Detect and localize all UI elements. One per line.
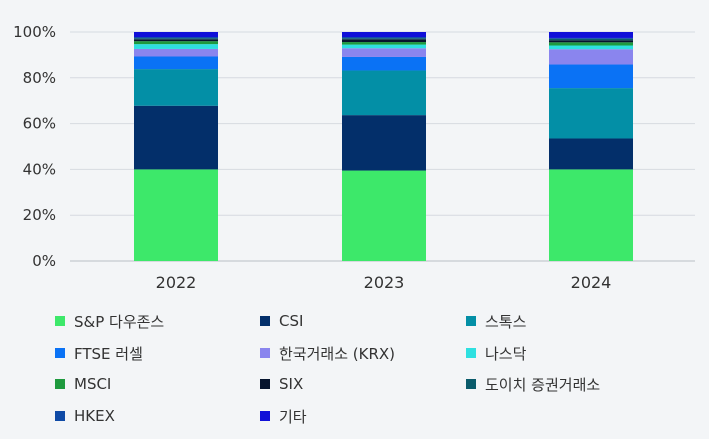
y-axis-tick-labels: 0% 20% 40% 60% 80% 100% [13, 23, 56, 270]
bar-segment [134, 56, 218, 70]
bar-segment [134, 41, 218, 45]
bar-segment [134, 32, 218, 38]
bar-segment [549, 37, 633, 39]
bar-stack-2023 [342, 32, 426, 261]
x-tick-label: 2024 [571, 273, 612, 292]
x-tick-label: 2022 [156, 273, 197, 292]
legend-label: S&P 다우존스 [74, 312, 165, 331]
y-tick-label: 100% [13, 23, 56, 41]
bar-segment [549, 64, 633, 89]
bar-segment [134, 169, 218, 261]
legend-swatch [55, 348, 65, 358]
legend-label: 기타 [279, 407, 307, 426]
bar-segment [342, 38, 426, 40]
bar-segment [134, 105, 218, 170]
bar-stack-2024 [549, 32, 633, 261]
legend-label: FTSE 러셀 [74, 344, 143, 363]
bar-segment [549, 32, 633, 38]
bar-segment [342, 32, 426, 38]
bar-segment [342, 44, 426, 49]
bar-segment [342, 42, 426, 45]
legend-label: HKEX [74, 407, 115, 425]
legend-item: FTSE 러셀 [55, 343, 143, 363]
bar-segment [134, 38, 218, 40]
legend-item: 도이치 증권거래소 [466, 374, 600, 394]
bar-segment [342, 170, 426, 261]
bar-stack-2022 [134, 32, 218, 261]
bar-segment [342, 115, 426, 171]
bar-segment [342, 39, 426, 43]
bar-segment [342, 37, 426, 39]
bar-segment [549, 49, 633, 65]
legend-label: 나스닥 [485, 344, 527, 363]
bar-segment [134, 39, 218, 42]
legend-swatch [260, 348, 270, 358]
legend-item: CSI [260, 311, 303, 331]
legend-label: CSI [279, 312, 304, 330]
legend-swatch [466, 348, 476, 358]
bar-segment [134, 44, 218, 49]
legend-label: 한국거래소 (KRX) [279, 344, 396, 363]
bar-segment [549, 88, 633, 139]
bar-segment [134, 48, 218, 57]
y-tick-label: 60% [23, 115, 56, 133]
legend-item: HKEX [55, 406, 115, 426]
legend-item: 스톡스 [466, 311, 526, 331]
bar-segment [342, 48, 426, 57]
legend-swatch [55, 316, 65, 326]
bar-segment [549, 45, 633, 50]
legend-swatch [260, 411, 270, 421]
legend-swatch [260, 379, 270, 389]
bar-segment [549, 38, 633, 41]
legend-label: 도이치 증권거래소 [485, 375, 601, 394]
bar-segment [549, 169, 633, 261]
legend-label: SIX [279, 375, 304, 393]
legend-item: SIX [260, 374, 303, 394]
bar-segment [549, 138, 633, 170]
bar-segment [342, 70, 426, 116]
legend-swatch [260, 316, 270, 326]
legend-item: S&P 다우존스 [55, 311, 164, 331]
legend-item: 한국거래소 (KRX) [260, 343, 395, 363]
bar-segment [134, 37, 218, 39]
legend-label: MSCI [74, 375, 112, 393]
legend-item: MSCI [55, 374, 111, 394]
legend-label: 스톡스 [485, 312, 527, 331]
y-tick-label: 40% [23, 160, 56, 178]
y-tick-label: 20% [23, 206, 56, 224]
bar-segment [342, 56, 426, 71]
x-tick-label: 2023 [364, 273, 405, 292]
y-tick-label: 0% [32, 252, 56, 270]
legend-swatch [55, 411, 65, 421]
bar-segment [549, 40, 633, 43]
legend-swatch [466, 379, 476, 389]
x-axis-tick-labels: 2022 2023 2024 [156, 273, 612, 292]
bar-stacks [134, 32, 633, 261]
bar-segment [134, 69, 218, 106]
y-tick-label: 80% [23, 69, 56, 87]
legend-item: 기타 [260, 406, 307, 426]
legend-swatch [55, 379, 65, 389]
legend-item: 나스닥 [466, 343, 526, 363]
legend-swatch [466, 316, 476, 326]
bar-segment [549, 42, 633, 46]
